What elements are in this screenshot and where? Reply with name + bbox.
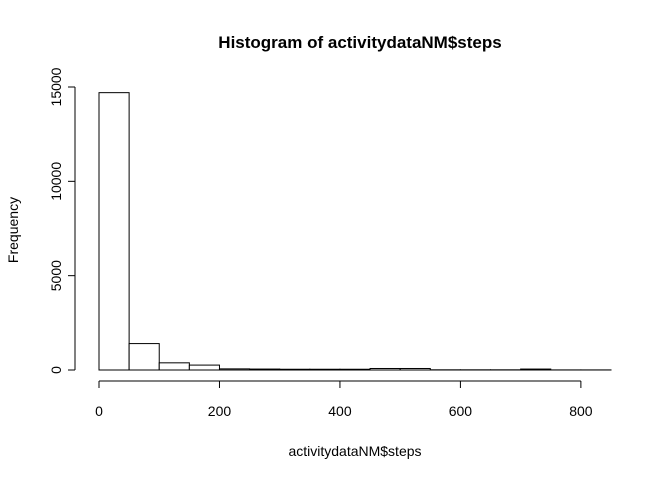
x-tick-label: 200 <box>208 403 232 419</box>
x-tick-label: 600 <box>449 403 473 419</box>
histogram-bar <box>279 368 311 371</box>
histogram-bar <box>399 367 431 371</box>
x-tick-label: 0 <box>95 403 103 419</box>
y-axis-label: Frequency <box>5 197 21 263</box>
x-axis-label: activitydataNM$steps <box>288 443 421 459</box>
histogram-bar <box>369 367 401 371</box>
bars-group <box>98 92 612 371</box>
y-tick-label: 5000 <box>48 260 64 291</box>
y-tick-label: 0 <box>48 366 64 374</box>
histogram-bar <box>309 368 341 371</box>
histogram-bar <box>520 368 552 371</box>
histogram-bar <box>128 343 160 371</box>
histogram-bar <box>249 368 281 371</box>
x-axis: 0 200 400 600 800 <box>95 380 593 419</box>
histogram-bar <box>188 364 220 371</box>
chart-title: Histogram of activitydataNM$steps <box>218 33 501 52</box>
histogram-bar <box>339 368 371 371</box>
x-tick-label: 400 <box>328 403 352 419</box>
histogram-bar <box>158 362 190 371</box>
y-tick-label: 10000 <box>48 162 64 201</box>
histogram-bar <box>218 368 251 371</box>
y-tick-label: 15000 <box>48 67 64 106</box>
y-axis: 0 5000 10000 15000 <box>48 67 76 374</box>
x-tick-label: 800 <box>569 403 593 419</box>
histogram-bar <box>98 92 130 371</box>
